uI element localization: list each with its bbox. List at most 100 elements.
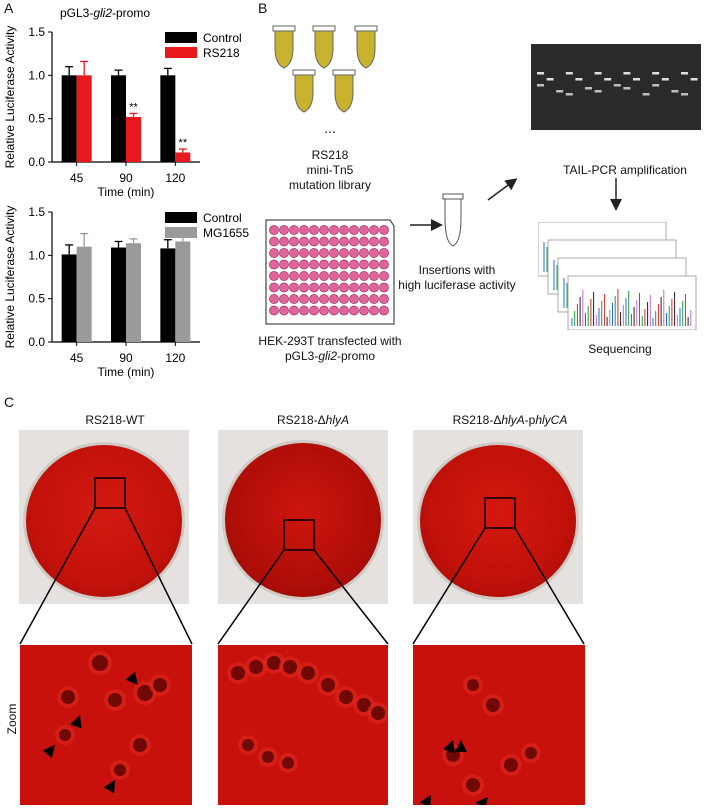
legend-swatch <box>165 47 197 58</box>
well <box>289 305 299 316</box>
well <box>279 282 289 293</box>
tube-icon <box>314 30 334 69</box>
plate-line-1: HEK-293T transfected with <box>258 334 402 348</box>
chart-title: pGL3-gli2-promo <box>60 6 150 20</box>
colony <box>466 778 480 792</box>
well <box>359 271 369 281</box>
gel-band <box>594 72 602 75</box>
tube-icon <box>294 74 314 113</box>
gel-band <box>565 72 573 75</box>
well <box>369 248 379 258</box>
bar <box>175 241 191 342</box>
well <box>339 236 349 247</box>
gel-image <box>531 44 701 130</box>
bar <box>111 75 126 162</box>
well <box>379 305 389 316</box>
well <box>279 294 289 304</box>
well <box>319 282 329 293</box>
well <box>309 282 319 293</box>
well <box>309 225 319 235</box>
well <box>359 248 369 258</box>
well <box>349 225 359 235</box>
arrowhead-icon <box>455 740 467 752</box>
insertions-line-2: high luciferase activity <box>398 278 516 292</box>
library-caption: RS218 mini-Tn5 mutation library <box>260 148 400 193</box>
colony <box>137 685 153 701</box>
colony <box>153 678 167 692</box>
well <box>299 271 309 281</box>
well-plate-icon <box>265 219 395 325</box>
zoom-image-hlya <box>218 645 388 805</box>
gel-band <box>661 78 669 81</box>
zoom-image-complement <box>413 645 585 805</box>
gel-band <box>642 93 650 96</box>
well <box>299 259 309 270</box>
well <box>369 294 379 304</box>
panel-letter-a: A <box>4 0 14 16</box>
significance-label: ** <box>179 137 188 149</box>
well <box>339 225 349 235</box>
gel-band <box>565 93 573 96</box>
tube-empty-icon <box>442 193 464 247</box>
well <box>299 225 309 235</box>
well <box>269 271 279 281</box>
well <box>319 294 329 304</box>
well <box>339 305 349 316</box>
x-axis-label: Time (min) <box>98 185 155 199</box>
x-tick-label: 45 <box>70 171 84 185</box>
well <box>289 248 299 258</box>
colony <box>357 698 371 712</box>
arrowhead-icon <box>125 671 138 685</box>
colony <box>504 758 518 772</box>
gel-band <box>604 78 612 81</box>
well <box>339 282 349 293</box>
well <box>359 225 369 235</box>
gel-band <box>623 72 631 75</box>
well <box>289 259 299 270</box>
well <box>269 305 279 316</box>
well <box>289 236 299 247</box>
arrow-down-icon <box>610 178 622 211</box>
well <box>309 259 319 270</box>
luciferase-chart-rs218: pGL3-gli2-promo 0.0 0.5 1.0 1.5 Relative Luci… <box>3 6 242 199</box>
colony <box>301 666 315 680</box>
agar-background <box>413 645 585 805</box>
arrowhead-icon <box>42 745 55 759</box>
tube-cap <box>272 25 296 32</box>
gel-band <box>613 84 621 87</box>
well <box>319 225 329 235</box>
arrow-up-right-icon <box>487 178 518 201</box>
well <box>329 282 339 293</box>
well <box>309 294 319 304</box>
arrowhead-icon <box>419 795 431 805</box>
panel-letter-b: B <box>258 0 268 16</box>
bar <box>111 247 126 342</box>
well <box>349 294 359 304</box>
tube-cap <box>292 69 316 76</box>
well <box>329 259 339 270</box>
arrowhead-icon <box>443 740 455 754</box>
legend-label: Control <box>203 31 242 45</box>
gel-band <box>556 90 564 93</box>
tube-cap <box>332 69 356 76</box>
tube-library-icon <box>272 25 378 113</box>
colony <box>61 690 75 704</box>
well <box>279 225 289 235</box>
well <box>349 305 359 316</box>
well <box>269 236 279 247</box>
agar-plate <box>417 442 579 600</box>
y-axis-label: Relative Luciferase Activity <box>3 206 17 349</box>
well <box>379 225 389 235</box>
colony <box>283 660 297 674</box>
colony <box>321 678 335 692</box>
well <box>289 282 299 293</box>
well <box>379 236 389 247</box>
well <box>299 305 309 316</box>
well <box>269 294 279 304</box>
well <box>359 294 369 304</box>
colony <box>282 757 294 769</box>
tube-cap <box>354 25 378 32</box>
colony <box>267 656 281 670</box>
gel-band <box>633 78 640 81</box>
gel-band <box>546 78 554 81</box>
